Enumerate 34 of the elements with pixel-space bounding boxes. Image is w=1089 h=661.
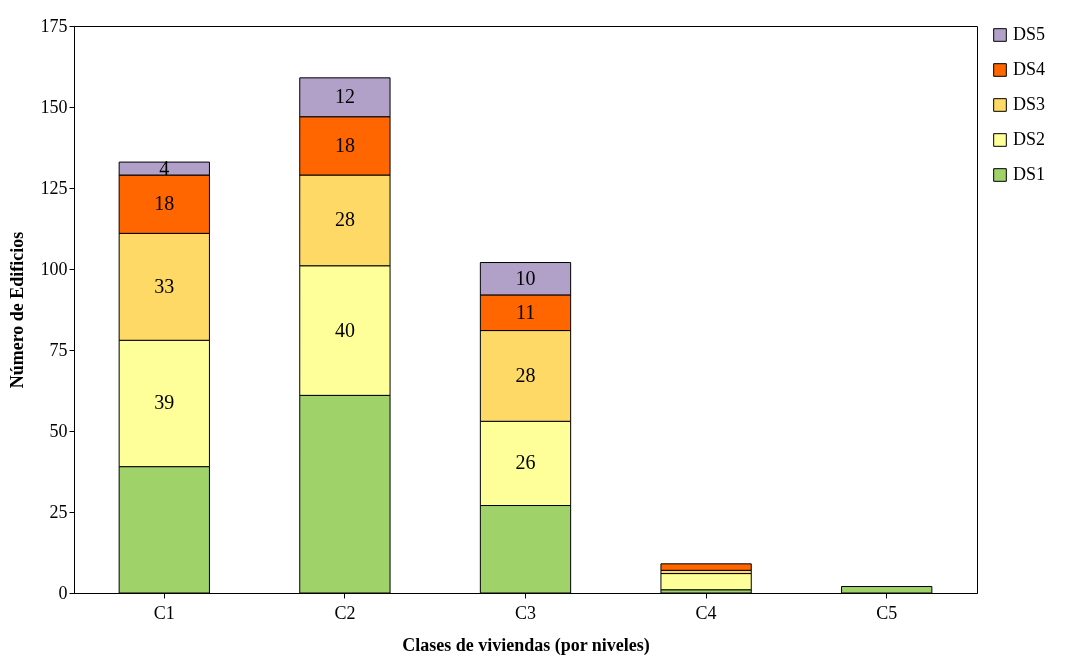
data-label: 39: [154, 391, 175, 414]
y-tick-label: 0: [58, 582, 68, 603]
data-label: 18: [154, 192, 175, 215]
x-axis-title: Clases de viviendas (por niveles): [402, 634, 650, 656]
legend-label: DS4: [1013, 59, 1046, 79]
x-tick-label: C2: [334, 602, 356, 623]
legend-label: DS5: [1013, 24, 1046, 44]
y-tick-label: 125: [40, 177, 68, 198]
data-label: 10: [515, 266, 536, 289]
legend-label: DS1: [1013, 164, 1046, 184]
bar: [660, 573, 752, 591]
data-label: 11: [515, 300, 536, 323]
legend-label: DS2: [1013, 129, 1046, 149]
y-tick-label: 100: [40, 258, 68, 279]
data-label: 18: [334, 133, 355, 156]
bar: [660, 563, 752, 571]
y-axis-title: Número de Edificios: [6, 231, 27, 389]
y-tick-label: 50: [49, 420, 68, 441]
data-label: 28: [334, 208, 355, 231]
y-tick-label: 25: [49, 501, 68, 522]
data-label: 28: [515, 363, 536, 386]
x-tick-label: C3: [514, 602, 537, 623]
y-tick-label: 75: [49, 339, 68, 360]
legend-label: DS3: [1013, 94, 1046, 114]
x-tick-label: C4: [695, 602, 717, 623]
y-tick-label: 175: [40, 15, 68, 36]
data-label: 40: [334, 318, 355, 341]
data-label: 12: [334, 85, 355, 108]
data-label: 26: [515, 451, 536, 474]
x-tick-label: C1: [153, 602, 175, 623]
data-label: 4: [159, 156, 170, 179]
data-label: 33: [154, 274, 175, 297]
y-tick-label: 150: [40, 96, 68, 117]
x-tick-label: C5: [876, 602, 898, 623]
